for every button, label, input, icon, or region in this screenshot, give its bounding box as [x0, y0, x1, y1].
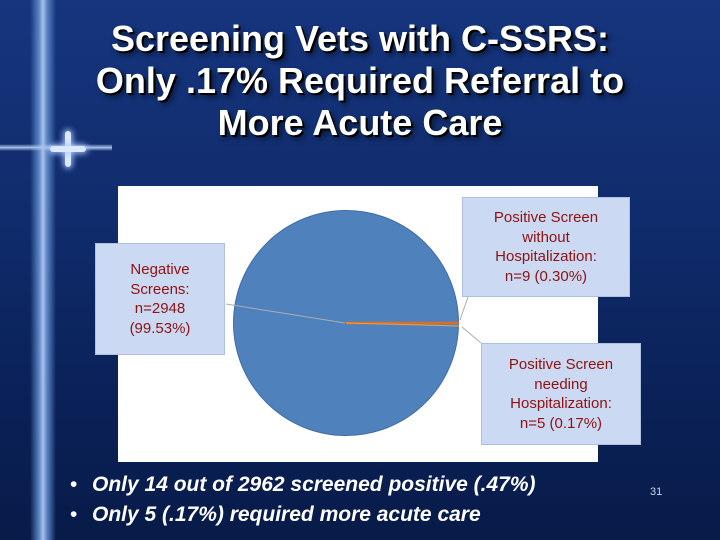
bullet-list: Only 14 out of 2962 screened positive (.…	[62, 470, 662, 531]
callout-negative-text: Negative Screens: n=2948 (99.53%)	[129, 261, 191, 337]
callout-hosp-text: Positive Screen needing Hospitalization:…	[508, 356, 614, 432]
title-line-1: Screening Vets with C-SSRS:	[110, 18, 610, 59]
title-line-2: Only .17% Required Referral to	[95, 59, 625, 101]
callout-no-hosp-text: Positive Screen without Hospitalization:…	[493, 209, 599, 285]
leader-line-no-hosp	[459, 296, 469, 321]
slide-title: Screening Vets with C-SSRS: Only .17% Re…	[0, 18, 720, 143]
callout-positive-needing-hospitalization: Positive Screen needing Hospitalization:…	[481, 343, 641, 445]
leader-line-negative	[225, 303, 346, 324]
bullet-text-2: Only 5 (.17%) required more acute care	[92, 503, 481, 527]
bullet-text-1: Only 14 out of 2962 screened positive (.…	[92, 473, 536, 496]
bullet-item-2: Only 5 (.17%) required more acute care	[62, 500, 662, 531]
left-accent-band	[30, 0, 56, 540]
page-number: 31	[650, 486, 663, 498]
bullet-item-1: Only 14 out of 2962 screened positive (.…	[62, 470, 662, 501]
callout-positive-without-hospitalization: Positive Screen without Hospitalization:…	[462, 197, 630, 297]
leader-line-hosp	[461, 326, 482, 344]
callout-negative-screens: Negative Screens: n=2948 (99.53%)	[95, 243, 225, 355]
sparkle-cross-icon	[50, 131, 86, 167]
pie-sliver-line-2	[345, 322, 460, 327]
leader-lines-svg	[225, 296, 482, 344]
title-line-3: More Acute Care	[217, 101, 503, 143]
